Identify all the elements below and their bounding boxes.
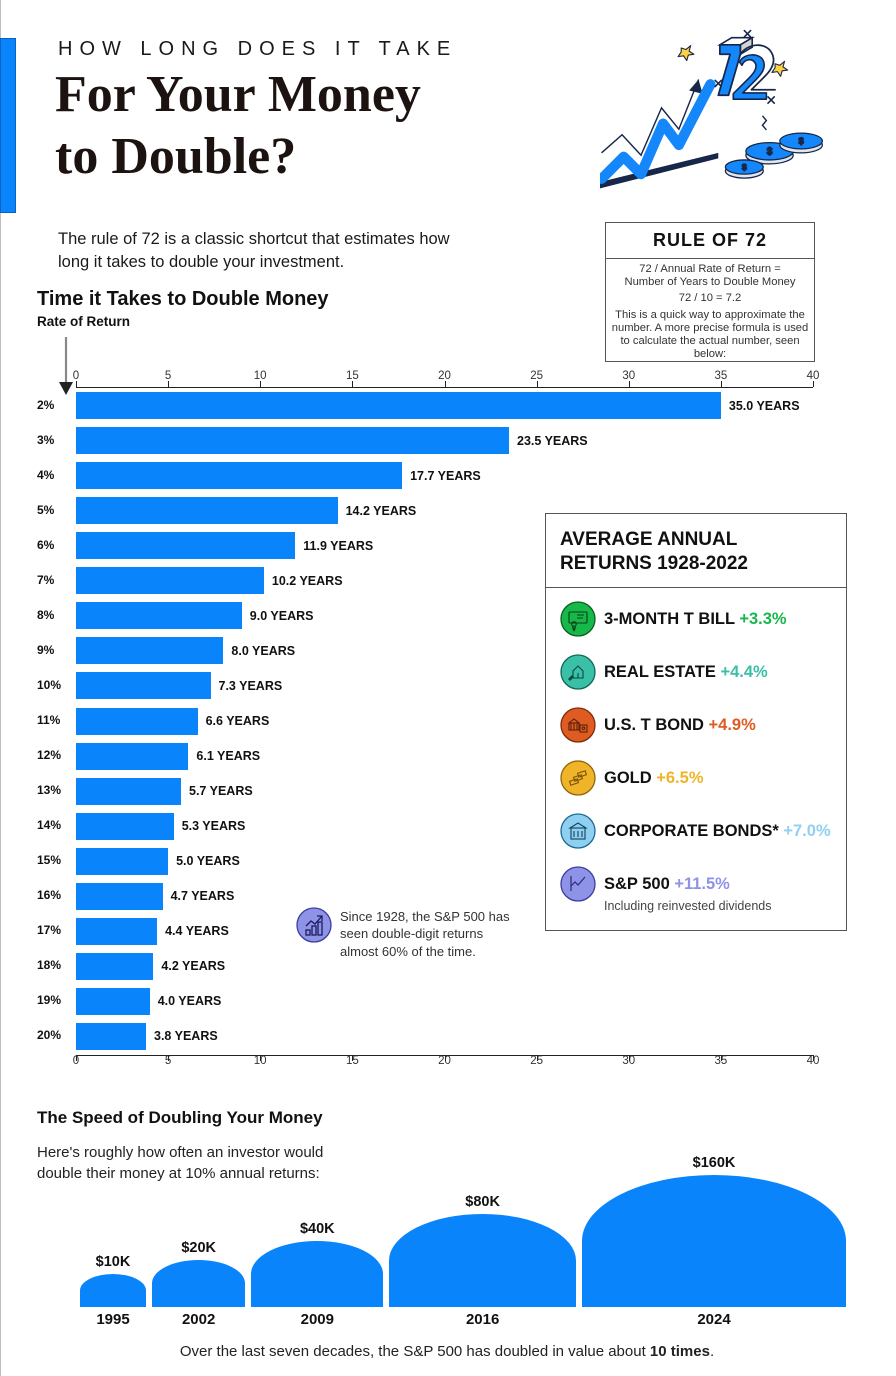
svg-text:$: $: [798, 136, 804, 147]
svg-text:$: $: [767, 146, 773, 157]
svg-text:$: $: [742, 162, 747, 172]
